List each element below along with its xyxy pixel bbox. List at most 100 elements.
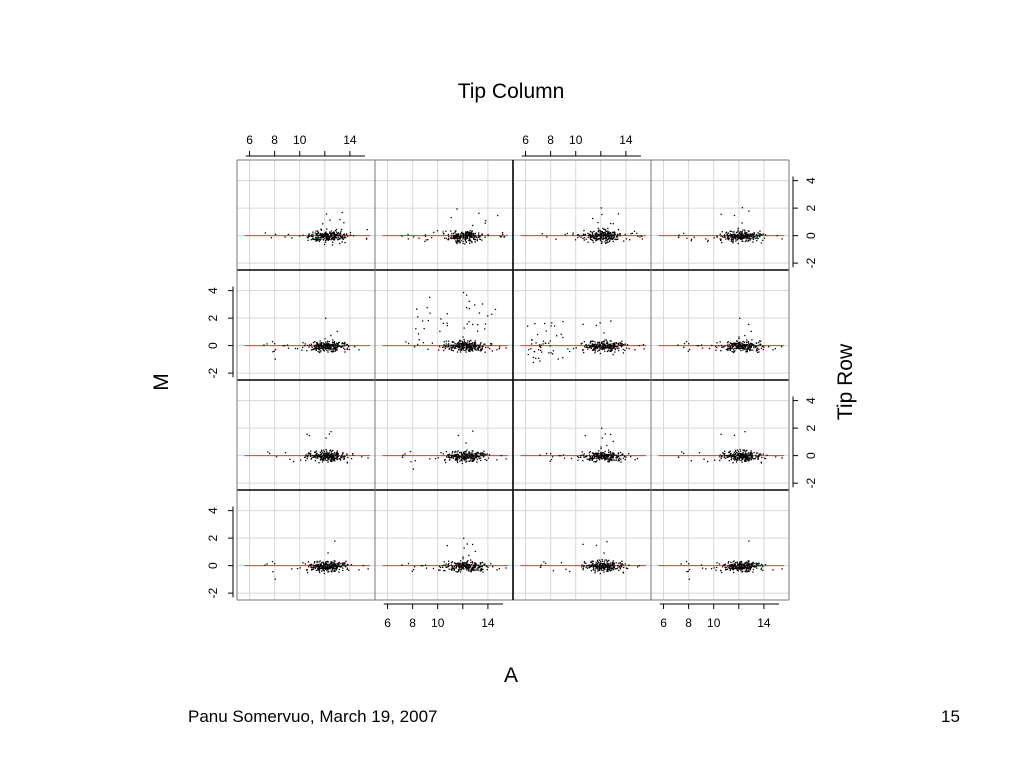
data-point (468, 451, 470, 453)
data-point (327, 342, 329, 344)
data-point (736, 568, 739, 571)
data-point (319, 459, 322, 461)
data-point (296, 347, 299, 350)
data-point (583, 566, 585, 568)
data-point (750, 566, 752, 569)
data-point (600, 342, 602, 344)
data-point (560, 454, 562, 457)
data-point (610, 233, 612, 235)
data-point (335, 567, 338, 570)
data-point (610, 455, 612, 457)
data-point (479, 563, 482, 565)
data-point (619, 567, 621, 569)
data-point (318, 564, 320, 566)
data-point (326, 567, 328, 569)
data-point (328, 570, 330, 572)
data-point (599, 560, 602, 563)
data-point (454, 342, 456, 345)
data-point (604, 450, 606, 453)
data-point (591, 561, 593, 563)
data-point (584, 562, 586, 564)
data-point (322, 561, 324, 563)
data-point (758, 234, 760, 237)
data-point (741, 565, 743, 567)
data-point (595, 234, 597, 237)
data-point (340, 233, 342, 236)
data-point (591, 455, 593, 457)
data-point (310, 566, 312, 568)
data-point (328, 235, 331, 238)
data-point (576, 455, 579, 458)
data-point (499, 346, 501, 348)
data-point (743, 450, 745, 452)
data-point (346, 233, 348, 235)
data-point (477, 452, 479, 454)
data-point (336, 452, 339, 454)
data-point (451, 349, 453, 352)
data-point (591, 459, 593, 461)
data-point (596, 566, 598, 569)
data-point (323, 347, 325, 349)
data-point (725, 566, 727, 569)
data-point (465, 442, 467, 444)
data-point (443, 346, 445, 348)
data-point (758, 453, 760, 455)
data-point (310, 569, 313, 571)
data-point (570, 457, 573, 460)
data-point (723, 452, 725, 455)
data-point (443, 569, 445, 572)
data-point (734, 237, 737, 240)
data-point (479, 238, 482, 241)
data-point (427, 239, 429, 241)
data-point (536, 333, 539, 336)
data-point (743, 237, 745, 239)
data-point (474, 348, 476, 351)
data-point (450, 454, 452, 456)
data-point (324, 338, 326, 340)
x-tick-label: 14 (343, 133, 357, 147)
data-point (743, 564, 746, 566)
data-point (451, 341, 454, 343)
data-point (454, 231, 456, 234)
data-point (341, 228, 343, 231)
data-point (732, 564, 734, 566)
data-point (324, 236, 327, 238)
data-point (734, 342, 737, 344)
data-point (470, 234, 472, 236)
data-point (341, 346, 343, 348)
data-point (544, 322, 546, 325)
data-point (461, 344, 464, 347)
data-point (310, 455, 312, 457)
data-point (272, 571, 274, 573)
data-point (316, 566, 318, 568)
data-point (587, 232, 589, 235)
data-point (582, 349, 584, 352)
data-point (453, 565, 455, 567)
data-point (336, 349, 338, 351)
data-point (479, 452, 482, 454)
data-point (731, 342, 733, 345)
data-point (466, 237, 469, 239)
data-point (597, 221, 599, 224)
data-point (479, 456, 481, 458)
data-point (572, 232, 574, 234)
data-point (602, 340, 605, 343)
data-point (563, 457, 566, 459)
data-point (333, 236, 336, 238)
data-point (609, 454, 611, 456)
data-point (462, 238, 464, 240)
data-point (727, 236, 729, 238)
data-point (592, 346, 594, 348)
data-point (584, 456, 586, 458)
data-point (325, 568, 327, 570)
data-point (749, 234, 752, 236)
data-point (323, 450, 326, 453)
data-point (335, 458, 338, 460)
data-point (327, 233, 329, 236)
data-point (325, 453, 328, 455)
data-point (323, 572, 325, 575)
data-point (317, 565, 319, 568)
data-point (752, 235, 754, 237)
data-point (604, 458, 606, 461)
data-point (477, 236, 480, 239)
